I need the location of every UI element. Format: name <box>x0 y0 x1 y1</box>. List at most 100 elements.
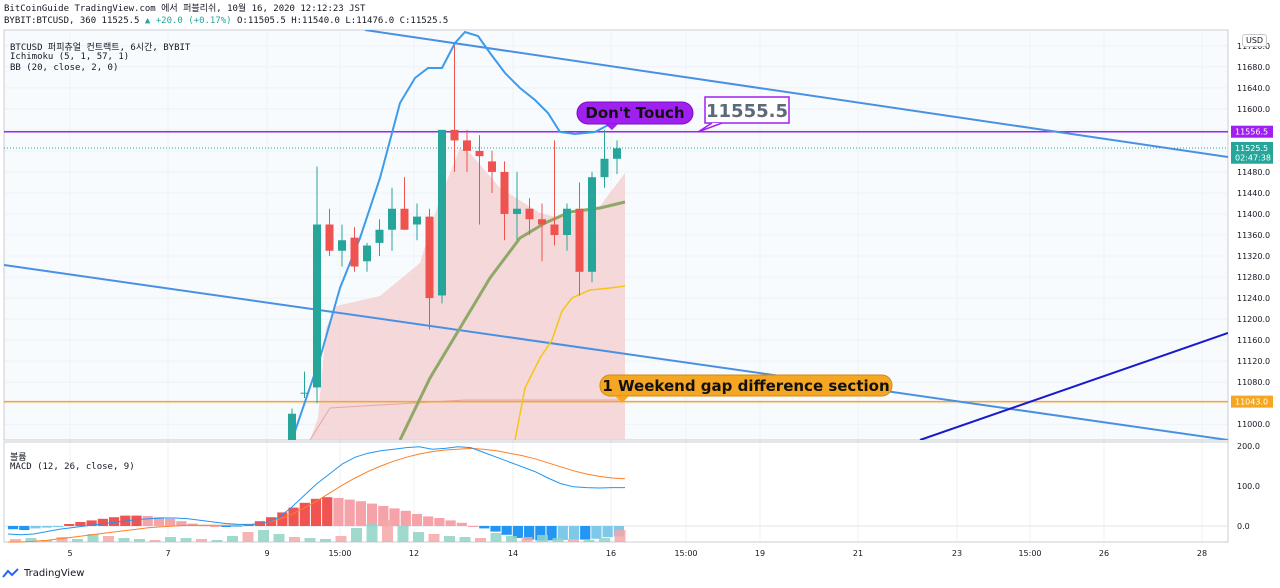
currency-badge[interactable]: USD <box>1242 34 1268 47</box>
weekend-gap-tail <box>615 396 629 403</box>
macd-histogram-bar <box>490 526 501 532</box>
macd-histogram-bar <box>41 526 52 528</box>
macd-histogram-bar <box>209 526 221 527</box>
price-tick-label: 11280.0 <box>1237 273 1270 282</box>
chart-area[interactable]: 11000.011040.011080.011120.011160.011200… <box>0 28 1280 568</box>
price-tick-label: 11000.0 <box>1237 420 1270 429</box>
macd-histogram-bar <box>108 517 120 526</box>
ohlc-info: BYBIT:BTCUSD, 360 11525.5 ▲ +20.0 (+0.17… <box>4 16 448 27</box>
time-tick-label: 12 <box>409 549 419 558</box>
bb-lower-line <box>514 285 626 440</box>
volume-bar <box>87 534 99 542</box>
macd-histogram-bar <box>366 503 378 526</box>
macd-tick-label: 0.0 <box>1237 522 1250 531</box>
dont-touch-label: Don't Touch <box>585 104 684 122</box>
price-tick-label: 11440.0 <box>1237 189 1270 198</box>
macd-tick-label: 100.0 <box>1237 482 1260 491</box>
dont-touch-pill <box>576 101 694 125</box>
macd-histogram-bar <box>467 526 479 527</box>
price-tick-label: 11640.0 <box>1237 84 1270 93</box>
ohlc-values: O:11505.5 H:11540.0 L:11476.0 C:11525.5 <box>237 16 449 26</box>
price-axis-label: 11043.0 <box>1235 398 1268 407</box>
volume-bar <box>583 540 595 542</box>
volume-bar <box>118 538 130 542</box>
volume-bar <box>568 539 579 542</box>
macd-histogram-bar <box>153 517 165 526</box>
macd-histogram-bar <box>333 498 344 526</box>
footer[interactable]: TradingView <box>2 568 84 579</box>
candle-body <box>600 158 609 178</box>
time-tick-label: 7 <box>165 549 170 558</box>
volume-bar <box>258 530 269 542</box>
macd-histogram-bar <box>299 502 310 526</box>
macd-histogram-bar <box>344 499 355 526</box>
candle-body <box>538 219 546 225</box>
upper-channel-line <box>364 30 1228 158</box>
volume-bar <box>320 539 331 542</box>
time-tick-label: 15:00 <box>1018 549 1041 558</box>
price-tick-label: 11160.0 <box>1237 336 1270 345</box>
main-plot <box>4 30 1228 440</box>
legend-ichimoku[interactable]: Ichimoku (5, 1, 57, 1) <box>10 52 130 62</box>
macd-tick-label: 200.0 <box>1237 442 1260 451</box>
dont-touch-tail <box>605 124 618 130</box>
volume-bar <box>475 538 486 542</box>
macd-histogram-bar <box>310 498 322 526</box>
volume-bar <box>459 537 471 542</box>
volume-bar <box>599 538 610 542</box>
macd-line <box>7 446 625 536</box>
candle-body <box>550 224 559 235</box>
volume-bar <box>10 539 21 542</box>
time-tick-label: 15:00 <box>328 549 351 558</box>
price-axis-label: 02:47:38 <box>1235 154 1271 163</box>
macd-histogram-bar <box>591 526 602 539</box>
macd-histogram-bar <box>557 526 568 540</box>
publish-info: BitCoinGuide TradingView.com 에서 퍼블리쉬, 10… <box>4 4 366 14</box>
volume-bar <box>273 534 285 542</box>
macd-histogram-bar <box>131 515 142 526</box>
volume-bar <box>41 540 52 542</box>
price-axis-label-bg <box>1231 395 1273 408</box>
volume-bar <box>552 538 564 542</box>
symbol-price: BYBIT:BTCUSD, 360 11525.5 <box>4 16 140 26</box>
volume-bar <box>382 520 393 542</box>
time-tick-label: 23 <box>952 549 962 558</box>
candle-body <box>338 240 346 251</box>
macd-histogram-bar <box>512 526 524 538</box>
time-tick-label: 26 <box>1099 549 1109 558</box>
time-tick-label: 5 <box>67 549 72 558</box>
volume-bar <box>521 537 533 542</box>
price-callout-box <box>704 96 790 124</box>
macd-histogram-bar <box>277 512 288 526</box>
weekend-gap-label: 1 Weekend gap difference section <box>602 377 889 395</box>
macd-histogram-bar <box>176 521 187 526</box>
macd-histogram-bar <box>580 526 591 540</box>
legend-volume[interactable]: 볼륨 <box>10 453 27 463</box>
macd-histogram-bar <box>524 526 535 540</box>
price-change: ▲ +20.0 (+0.17%) <box>144 16 232 26</box>
volume-bar <box>366 524 378 542</box>
macd-histogram-bar <box>479 526 490 529</box>
price-tick-label: 11240.0 <box>1237 294 1270 303</box>
volume-bar <box>242 532 254 542</box>
candle-body <box>513 208 521 214</box>
candle-body <box>475 150 484 157</box>
price-axis-label: 11556.5 <box>1235 128 1268 137</box>
volume-bar <box>180 538 192 542</box>
tradingview-brand: TradingView <box>24 568 85 579</box>
cloud-edge <box>309 399 625 440</box>
price-axis-label-bg <box>1231 151 1273 164</box>
volume-bar <box>149 540 161 542</box>
rising-trend-line <box>919 332 1228 440</box>
time-tick-label: 15:00 <box>674 549 697 558</box>
volume-bar <box>444 536 455 542</box>
macd-histogram-bar <box>501 526 512 535</box>
price-axis-label-bg <box>1231 142 1273 155</box>
legend-macd[interactable]: MACD (12, 26, close, 9) <box>10 462 135 472</box>
macd-histogram-bar <box>411 514 423 526</box>
macd-histogram-bar <box>445 520 456 526</box>
legend-bb[interactable]: BB (20, close, 2, 0) <box>10 63 119 73</box>
candle-body <box>438 129 446 296</box>
volume-bar <box>227 536 238 542</box>
time-tick-label: 16 <box>606 549 616 558</box>
